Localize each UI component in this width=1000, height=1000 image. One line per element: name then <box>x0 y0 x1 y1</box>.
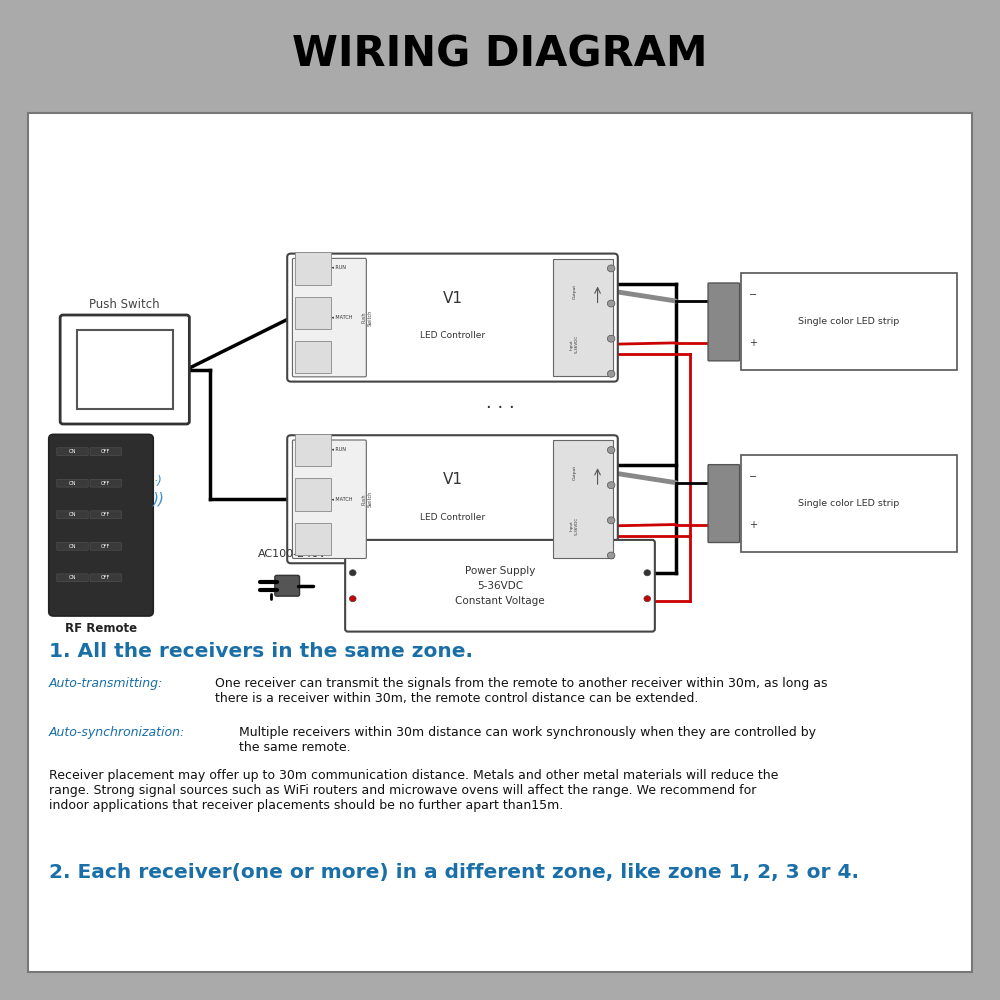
FancyBboxPatch shape <box>741 273 957 370</box>
Text: WIRING DIAGRAM: WIRING DIAGRAM <box>292 34 708 76</box>
Text: OFF: OFF <box>101 481 110 486</box>
Text: Push Switch: Push Switch <box>89 298 160 311</box>
Text: Single color LED strip: Single color LED strip <box>798 317 899 326</box>
Circle shape <box>349 596 356 602</box>
Text: ◦ ◂ RUN: ◦ ◂ RUN <box>327 265 346 270</box>
Circle shape <box>607 552 615 559</box>
Circle shape <box>607 370 615 377</box>
FancyBboxPatch shape <box>741 455 957 552</box>
Circle shape <box>607 447 615 454</box>
Circle shape <box>607 482 615 489</box>
FancyBboxPatch shape <box>90 448 121 456</box>
Text: ON: ON <box>69 575 76 580</box>
FancyBboxPatch shape <box>295 434 331 466</box>
Text: LED Controller: LED Controller <box>420 513 485 522</box>
FancyBboxPatch shape <box>57 542 88 550</box>
FancyBboxPatch shape <box>90 511 121 519</box>
FancyBboxPatch shape <box>77 330 173 409</box>
FancyBboxPatch shape <box>553 440 613 558</box>
Text: )): )) <box>153 492 165 507</box>
Text: Multiple receivers within 30m distance can work synchronously when they are cont: Multiple receivers within 30m distance c… <box>239 726 816 754</box>
FancyBboxPatch shape <box>295 478 331 511</box>
FancyBboxPatch shape <box>287 435 618 563</box>
Text: AC100-240V: AC100-240V <box>258 549 327 559</box>
FancyBboxPatch shape <box>90 542 121 550</box>
FancyBboxPatch shape <box>292 440 366 559</box>
FancyBboxPatch shape <box>28 113 972 972</box>
Text: Output: Output <box>572 283 576 299</box>
Circle shape <box>607 517 615 524</box>
FancyBboxPatch shape <box>287 254 618 382</box>
Circle shape <box>349 570 356 576</box>
Text: · · ·: · · · <box>486 399 514 417</box>
Text: +: + <box>749 520 757 530</box>
Text: Input
5-36VDC: Input 5-36VDC <box>570 335 579 353</box>
Text: OFF: OFF <box>101 544 110 549</box>
Text: Power Supply
5-36VDC
Constant Voltage: Power Supply 5-36VDC Constant Voltage <box>455 566 545 606</box>
Circle shape <box>644 570 651 576</box>
FancyBboxPatch shape <box>49 434 153 616</box>
Text: Output: Output <box>572 465 576 480</box>
Text: −: − <box>749 290 757 300</box>
FancyBboxPatch shape <box>295 252 331 285</box>
Text: ON: ON <box>69 481 76 486</box>
Text: ON: ON <box>69 544 76 549</box>
Text: 1. All the receivers in the same zone.: 1. All the receivers in the same zone. <box>49 642 473 661</box>
Text: Auto-transmitting:: Auto-transmitting: <box>49 677 163 690</box>
Text: ◦ ◂ RUN: ◦ ◂ RUN <box>327 447 346 452</box>
FancyBboxPatch shape <box>90 479 121 487</box>
Text: −: − <box>749 472 757 482</box>
Text: One receiver can transmit the signals from the remote to another receiver within: One receiver can transmit the signals fr… <box>215 677 828 705</box>
Text: V1: V1 <box>442 291 462 306</box>
Text: ON: ON <box>69 449 76 454</box>
FancyBboxPatch shape <box>295 297 331 329</box>
Text: RF Remote: RF Remote <box>65 622 137 635</box>
Text: OFF: OFF <box>101 449 110 454</box>
FancyBboxPatch shape <box>708 465 740 542</box>
FancyBboxPatch shape <box>90 574 121 582</box>
FancyBboxPatch shape <box>708 283 740 361</box>
FancyBboxPatch shape <box>292 258 366 377</box>
Text: 2. Each receiver(one or more) in a different zone, like zone 1, 2, 3 or 4.: 2. Each receiver(one or more) in a diffe… <box>49 863 859 882</box>
FancyBboxPatch shape <box>57 511 88 519</box>
Text: Auto-synchronization:: Auto-synchronization: <box>49 726 185 739</box>
Text: Single color LED strip: Single color LED strip <box>798 499 899 508</box>
FancyBboxPatch shape <box>295 341 331 373</box>
Text: LED Controller: LED Controller <box>420 331 485 340</box>
Text: ·): ·) <box>153 475 162 488</box>
Text: ◦ ◂ MATCH: ◦ ◂ MATCH <box>327 497 353 502</box>
Text: Input
5-36VDC: Input 5-36VDC <box>570 517 579 535</box>
Text: Push
Switch: Push Switch <box>361 309 372 326</box>
FancyBboxPatch shape <box>57 574 88 582</box>
Text: +: + <box>749 338 757 348</box>
FancyBboxPatch shape <box>553 259 613 376</box>
Circle shape <box>607 335 615 342</box>
Text: V1: V1 <box>442 472 462 487</box>
Text: Receiver placement may offer up to 30m communication distance. Metals and other : Receiver placement may offer up to 30m c… <box>49 769 778 812</box>
Text: ON: ON <box>69 512 76 517</box>
FancyBboxPatch shape <box>295 523 331 555</box>
Circle shape <box>644 596 651 602</box>
FancyBboxPatch shape <box>60 315 189 424</box>
FancyBboxPatch shape <box>345 540 655 632</box>
Circle shape <box>607 265 615 272</box>
Text: ◦ ◂ MATCH: ◦ ◂ MATCH <box>327 315 353 320</box>
Circle shape <box>607 300 615 307</box>
Text: OFF: OFF <box>101 512 110 517</box>
FancyBboxPatch shape <box>57 479 88 487</box>
Text: OFF: OFF <box>101 575 110 580</box>
Text: Push
Switch: Push Switch <box>361 491 372 507</box>
FancyBboxPatch shape <box>57 448 88 456</box>
FancyBboxPatch shape <box>275 575 300 596</box>
